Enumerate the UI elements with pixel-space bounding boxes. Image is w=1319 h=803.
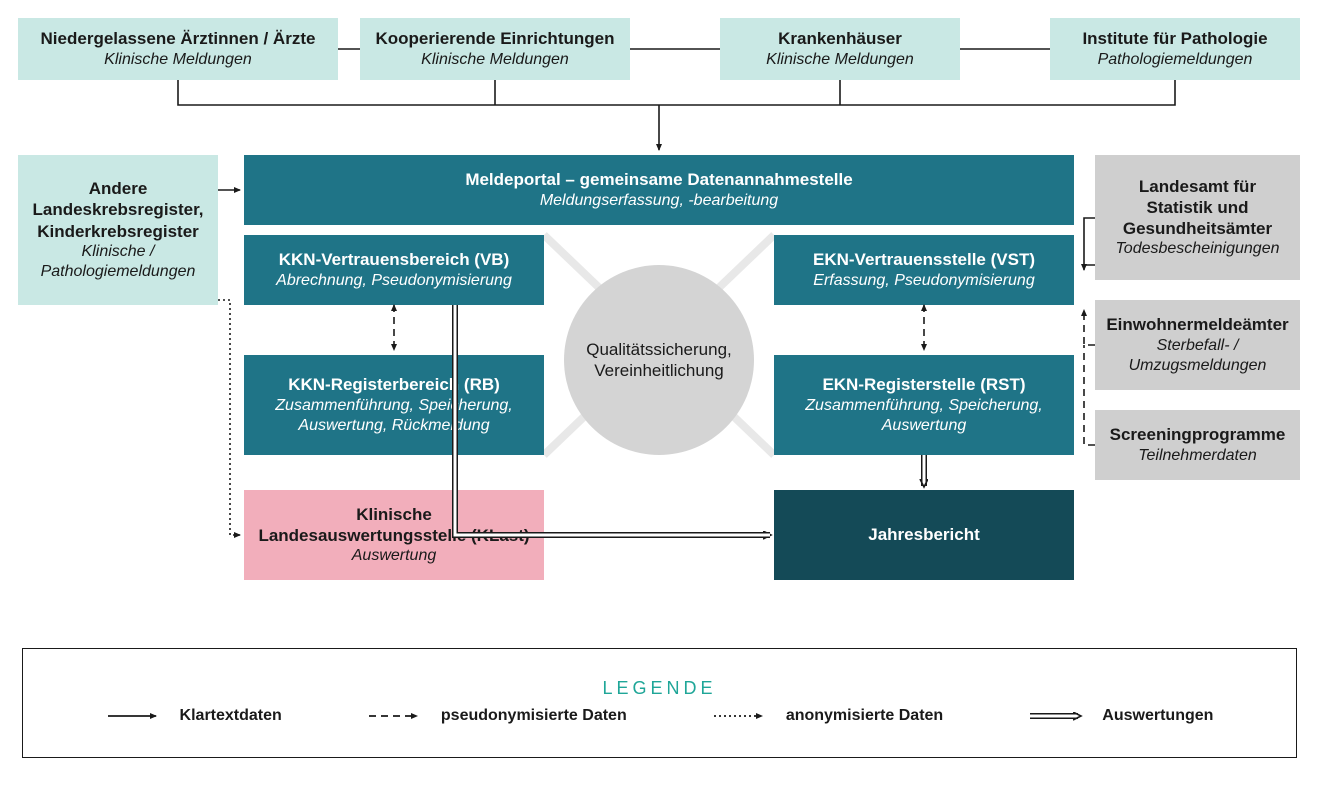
legend-label-dashed: pseudonymisierte Daten <box>441 707 627 725</box>
node-screening: ScreeningprogrammeTeilnehmerdaten <box>1095 410 1300 480</box>
node-vst-title: EKN-Vertrauensstelle (VST) <box>813 249 1035 270</box>
legend-arrow-dotted <box>712 708 772 724</box>
node-left_andere-title: Andere Landeskrebsregister, Kinderkrebsr… <box>28 178 208 242</box>
node-landesamt-title: Landesamt für Statistik und Gesundheitsä… <box>1105 176 1290 240</box>
edge-solid <box>659 80 1175 105</box>
legend: LEGENDE Klartextdaten pseudonymisierte Dat… <box>22 648 1297 758</box>
edge-dotted <box>218 300 240 535</box>
node-rst-title: EKN-Registerstelle (RST) <box>822 374 1025 395</box>
legend-label-double: Auswertungen <box>1102 707 1213 725</box>
edge-solid <box>1084 218 1095 265</box>
legend-title: LEGENDE <box>602 678 716 699</box>
node-left_andere: Andere Landeskrebsregister, Kinderkrebsr… <box>18 155 218 305</box>
node-klast: Klinische Landesauswertungsstelle (KLast… <box>244 490 544 580</box>
node-top3: KrankenhäuserKlinische Meldungen <box>720 18 960 80</box>
node-left_andere-sub: Klinische / Pathologiemeldungen <box>28 242 208 282</box>
legend-arrow-solid <box>106 708 166 724</box>
node-landesamt-sub: Todesbescheinigungen <box>1116 239 1280 259</box>
node-top4: Institute für PathologiePathologiemeldun… <box>1050 18 1300 80</box>
node-screening-sub: Teilnehmerdaten <box>1138 446 1257 466</box>
node-vb: KKN-Vertrauensbereich (VB)Abrechnung, Ps… <box>244 235 544 305</box>
node-top1-sub: Klinische Meldungen <box>104 50 252 70</box>
node-top1-title: Niedergelassene Ärztinnen / Ärzte <box>41 28 316 49</box>
legend-label-solid: Klartextdaten <box>180 707 282 725</box>
node-top4-sub: Pathologiemeldungen <box>1098 50 1253 70</box>
edge-solid <box>1084 265 1095 270</box>
node-einwohner-title: Einwohnermeldeämter <box>1106 314 1288 335</box>
node-einwohner: EinwohnermeldeämterSterbefall- / Umzugsm… <box>1095 300 1300 390</box>
node-top2-sub: Klinische Meldungen <box>421 50 569 70</box>
node-einwohner-sub: Sterbefall- / Umzugsmeldungen <box>1105 336 1290 376</box>
node-top1: Niedergelassene Ärztinnen / ÄrzteKlinisc… <box>18 18 338 80</box>
legend-item-dotted: anonymisierte Daten <box>712 707 943 725</box>
edge-solid <box>178 80 659 105</box>
node-rst: EKN-Registerstelle (RST)Zusammenführung,… <box>774 355 1074 455</box>
node-vst: EKN-Vertrauensstelle (VST)Erfassung, Pse… <box>774 235 1074 305</box>
legend-label-dotted: anonymisierte Daten <box>786 707 943 725</box>
node-screening-title: Screeningprogramme <box>1110 424 1286 445</box>
legend-arrow-double <box>1028 708 1088 724</box>
legend-item-double: Auswertungen <box>1028 707 1213 725</box>
node-landesamt: Landesamt für Statistik und Gesundheitsä… <box>1095 155 1300 280</box>
node-top2-title: Kooperierende Einrichtungen <box>376 28 615 49</box>
edge-dashed <box>1084 345 1095 445</box>
node-meldeportal: Meldeportal – gemeinsame Datenannahmeste… <box>244 155 1074 225</box>
node-meldeportal-sub: Meldungserfassung, -bearbeitung <box>540 191 778 211</box>
node-top3-title: Krankenhäuser <box>778 28 902 49</box>
node-meldeportal-title: Meldeportal – gemeinsame Datenannahmeste… <box>465 169 852 190</box>
node-vb-title: KKN-Vertrauensbereich (VB) <box>279 249 510 270</box>
node-rb-title: KKN-Registerbereich (RB) <box>288 374 500 395</box>
node-klast-sub: Auswertung <box>352 546 437 566</box>
legend-item-solid: Klartextdaten <box>106 707 282 725</box>
qs-circle-label: Qualitätssicherung,Vereinheitlichung <box>564 332 754 388</box>
node-rb-sub: Zusammenführung, Speicherung, Auswertung… <box>254 396 534 436</box>
node-top2: Kooperierende EinrichtungenKlinische Mel… <box>360 18 630 80</box>
edge-dashed <box>1084 310 1095 345</box>
node-top3-sub: Klinische Meldungen <box>766 50 914 70</box>
node-top4-title: Institute für Pathologie <box>1082 28 1267 49</box>
legend-row: Klartextdaten pseudonymisierte Daten anony… <box>23 699 1296 729</box>
legend-arrow-dashed <box>367 708 427 724</box>
legend-item-dashed: pseudonymisierte Daten <box>367 707 627 725</box>
node-klast-title: Klinische Landesauswertungsstelle (KLast… <box>254 504 534 547</box>
node-rb: KKN-Registerbereich (RB)Zusammenführung,… <box>244 355 544 455</box>
node-vb-sub: Abrechnung, Pseudonymisierung <box>276 271 512 291</box>
node-jahres-title: Jahresbericht <box>868 524 980 545</box>
node-vst-sub: Erfassung, Pseudonymisierung <box>813 271 1034 291</box>
node-jahres: Jahresbericht <box>774 490 1074 580</box>
node-rst-sub: Zusammenführung, Speicherung, Auswertung <box>784 396 1064 436</box>
